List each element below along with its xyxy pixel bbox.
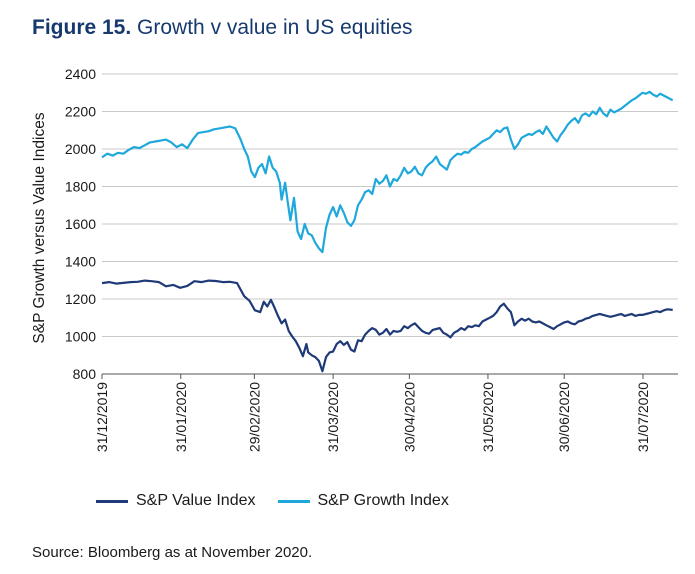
legend: S&P Value Index S&P Growth Index [96, 492, 471, 510]
x-tick-label: 31/05/2020 [480, 382, 496, 452]
y-tick-label: 2200 [65, 104, 96, 120]
y-tick-label: 1200 [65, 291, 96, 307]
y-tick-labels: 800 1000 1200 1400 1600 1800 2000 2200 2400 [65, 66, 96, 382]
y-tick-label: 800 [73, 366, 97, 382]
y-tick-label: 1400 [65, 254, 96, 270]
legend-label-value: S&P Value Index [136, 492, 256, 509]
axes [101, 373, 678, 379]
y-tick-label: 1000 [65, 329, 96, 345]
legend-item-growth: S&P Growth Index [277, 492, 449, 510]
legend-swatch-value [96, 499, 128, 503]
x-tick-label: 31/03/2020 [325, 382, 341, 452]
legend-swatch-growth [277, 499, 310, 503]
x-tick-label: 31/12/2019 [94, 382, 110, 452]
x-tick-label: 31/01/2020 [173, 382, 189, 452]
chart-title: Figure 15. Growth v value in US equities [32, 16, 413, 40]
x-tick-label: 30/06/2020 [556, 382, 572, 452]
y-tick-label: 2400 [65, 66, 96, 82]
legend-label-growth: S&P Growth Index [317, 492, 449, 509]
series-lines [101, 90, 674, 373]
source-note: Source: Bloomberg as at November 2020. [32, 544, 313, 561]
legend-item-value: S&P Value Index [96, 492, 256, 510]
x-tick-labels: 31/12/2019 31/01/2020 29/02/2020 31/03/2020… [94, 382, 651, 452]
gridlines [102, 73, 678, 337]
x-tick-label: 31/07/2020 [635, 382, 651, 452]
x-tick-label: 29/02/2020 [246, 382, 262, 452]
y-tick-label: 1600 [65, 216, 96, 232]
series-line-value [101, 279, 673, 373]
series-line-growth [101, 90, 674, 254]
y-tick-label: 2000 [65, 141, 96, 157]
y-tick-label: 1800 [65, 179, 96, 195]
figure-label: Figure 15. [32, 16, 132, 39]
figure-title: Growth v value in US equities [137, 16, 413, 39]
y-axis-title: S&P Growth versus Value Indices [31, 112, 48, 343]
x-tick-label: 30/04/2020 [401, 382, 417, 452]
